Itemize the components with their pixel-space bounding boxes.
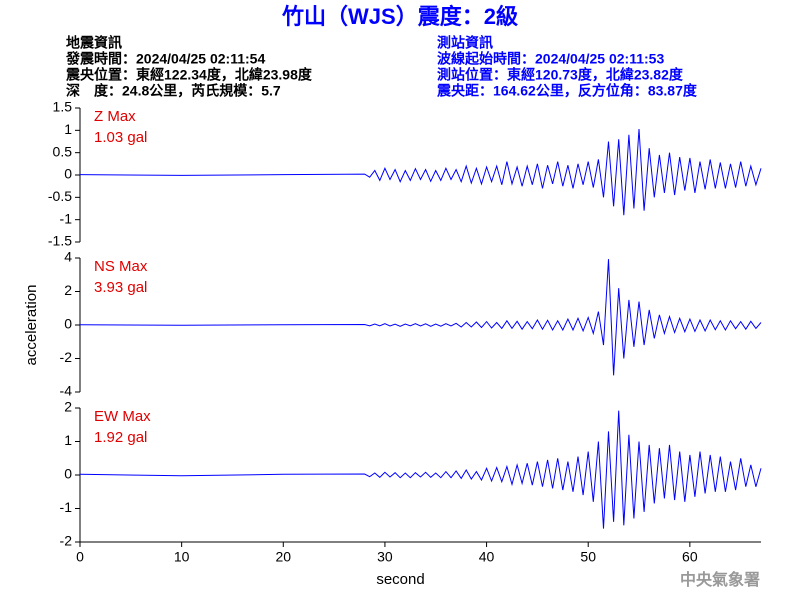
annotation: NS Max: [94, 258, 148, 275]
y-tick-label: -1: [60, 210, 73, 226]
waveform: [79, 128, 762, 216]
y-tick-label: 1: [64, 121, 72, 137]
annotation: 3.93 gal: [94, 279, 147, 296]
y-tick-label: 2: [64, 399, 72, 415]
y-axis-label: acceleration: [23, 285, 40, 366]
info-line: 測站資訊: [437, 35, 493, 51]
info-line: 測站位置：東經120.73度，北緯23.82度: [437, 67, 684, 83]
waveform: [79, 410, 762, 529]
info-line: 深 度：24.8公里，芮氏規模：5.7: [66, 83, 281, 99]
x-axis-label: second: [376, 571, 424, 588]
y-tick-label: -1: [60, 499, 73, 515]
y-tick-label: 0.5: [53, 143, 73, 159]
info-line: 震央距：164.62公里，反方位角：83.87度: [436, 83, 698, 99]
x-tick-label: 60: [682, 549, 698, 565]
x-tick-label: 20: [275, 549, 291, 565]
y-tick-label: -4: [60, 383, 73, 399]
annotation: Z Max: [94, 108, 136, 125]
y-tick-label: 1: [64, 432, 72, 448]
y-tick-label: -2: [60, 349, 73, 365]
x-tick-label: 50: [580, 549, 596, 565]
y-tick-label: 1.5: [53, 99, 73, 115]
y-tick-label: 4: [64, 249, 72, 265]
info-line: 發震時間：2024/04/25 02:11:54: [65, 51, 265, 67]
waveform: [79, 259, 762, 376]
annotation: 1.03 gal: [94, 129, 147, 146]
y-tick-label: 0: [64, 166, 72, 182]
y-tick-label: 2: [64, 282, 72, 298]
y-tick-label: -1.5: [48, 233, 72, 249]
y-tick-label: 0: [64, 466, 72, 482]
y-tick-label: 0: [64, 316, 72, 332]
info-line: 震央位置：東經122.34度，北緯23.98度: [65, 67, 313, 83]
x-tick-label: 10: [174, 549, 190, 565]
y-tick-label: -2: [60, 533, 73, 549]
y-tick-label: -0.5: [48, 188, 72, 204]
title: 竹山（WJS）震度：2級: [281, 4, 518, 29]
x-tick-label: 30: [377, 549, 393, 565]
annotation: 1.92 gal: [94, 429, 147, 446]
annotation: EW Max: [94, 408, 151, 425]
info-line: 地震資訊: [66, 35, 122, 51]
info-line: 波線起始時間：2024/04/25 02:11:53: [437, 51, 664, 67]
footer: 中央氣象署: [680, 570, 760, 589]
x-tick-label: 40: [479, 549, 495, 565]
x-tick-label: 0: [76, 549, 84, 565]
